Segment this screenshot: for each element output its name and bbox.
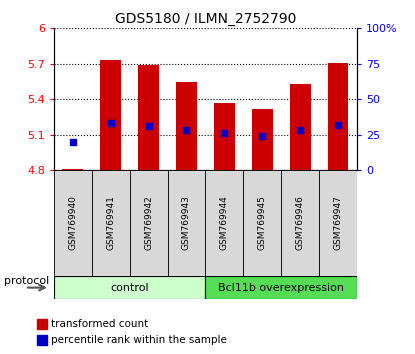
Text: protocol: protocol [4,275,49,286]
Bar [281,170,319,276]
Bar [168,170,205,276]
Point [259,133,266,139]
Text: GSM769945: GSM769945 [258,195,267,251]
Bar [319,170,357,276]
Bar [63,169,83,170]
Bar [138,65,159,170]
Text: Bcl11b overexpression: Bcl11b overexpression [218,282,344,293]
Point [145,123,152,129]
Bar [37,335,47,345]
Point [183,127,190,132]
Bar [176,82,197,170]
Text: GSM769946: GSM769946 [295,195,305,251]
Bar [205,170,243,276]
Text: percentile rank within the sample: percentile rank within the sample [51,335,227,345]
Bar [290,84,310,170]
Text: control: control [110,282,149,293]
Bar [37,319,47,329]
Point [334,122,341,127]
Bar [205,276,357,299]
Bar [252,109,273,170]
Point [107,120,114,126]
Text: GSM769940: GSM769940 [68,195,77,251]
Bar [243,170,281,276]
Text: GSM769941: GSM769941 [106,195,115,251]
Bar [54,276,205,299]
Text: transformed count: transformed count [51,319,148,329]
Point [297,127,303,133]
Text: GSM769944: GSM769944 [220,196,229,250]
Bar [214,103,235,170]
Bar [54,170,92,276]
Point [221,130,228,136]
Title: GDS5180 / ILMN_2752790: GDS5180 / ILMN_2752790 [115,12,296,26]
Bar [100,60,121,170]
Bar [92,170,130,276]
Text: GSM769942: GSM769942 [144,196,153,250]
Text: GSM769947: GSM769947 [334,195,342,251]
Point [70,139,76,144]
Bar [130,170,168,276]
Bar [327,63,348,170]
Text: GSM769943: GSM769943 [182,195,191,251]
